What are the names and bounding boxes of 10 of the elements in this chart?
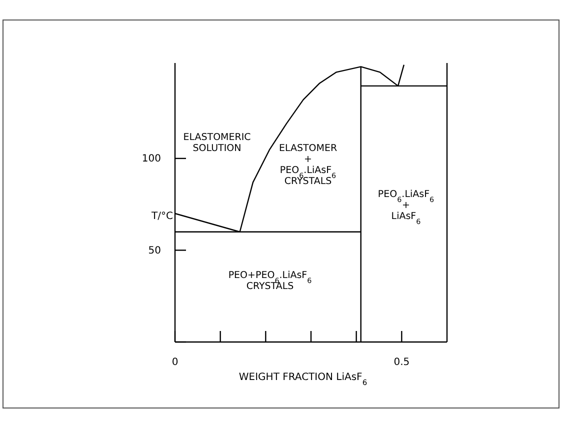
y-tick-label: 100 <box>142 154 161 165</box>
x-tick-label: 0.5 <box>394 357 410 368</box>
y-axis-title: T/°C <box>150 211 174 222</box>
y-tick-label: 50 <box>148 245 161 256</box>
text: PEO+PEO$_{6}$.LiAsF$_{6}$ CRYSTALS <box>228 270 312 292</box>
annotation: ELASTOMERIC SOLUTION <box>183 132 252 154</box>
annotation: ELASTOMER + PEO$_{6}$.LiAsF$_{6}$ CRYSTALS <box>278 143 338 187</box>
text: PEO$_{6}$.LiAsF$_{6}$ + LiAsF$_{6}$ <box>378 189 434 226</box>
x-axis-title: WEIGHT FRACTION LiAsF$_{6}$ <box>238 372 368 386</box>
x-tick-label: 0 <box>172 357 178 368</box>
